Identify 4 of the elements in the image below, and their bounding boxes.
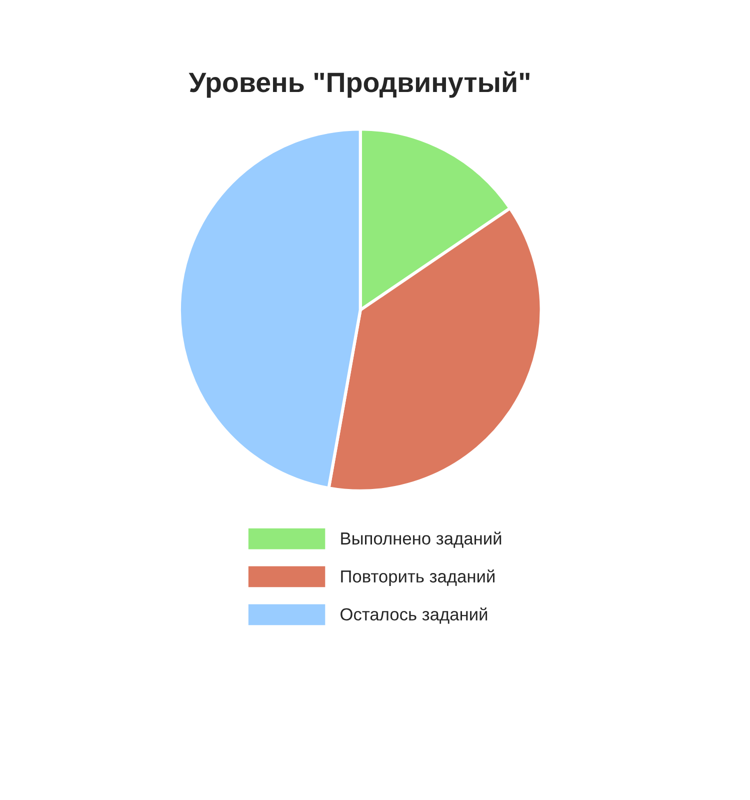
legend-label: Выполнено заданий [341, 532, 502, 548]
legend-label: Повторить заданий [341, 570, 494, 586]
chart-title: Уровень "Продвинутый" [188, 71, 530, 98]
legend-label: Осталось заданий [340, 607, 488, 624]
